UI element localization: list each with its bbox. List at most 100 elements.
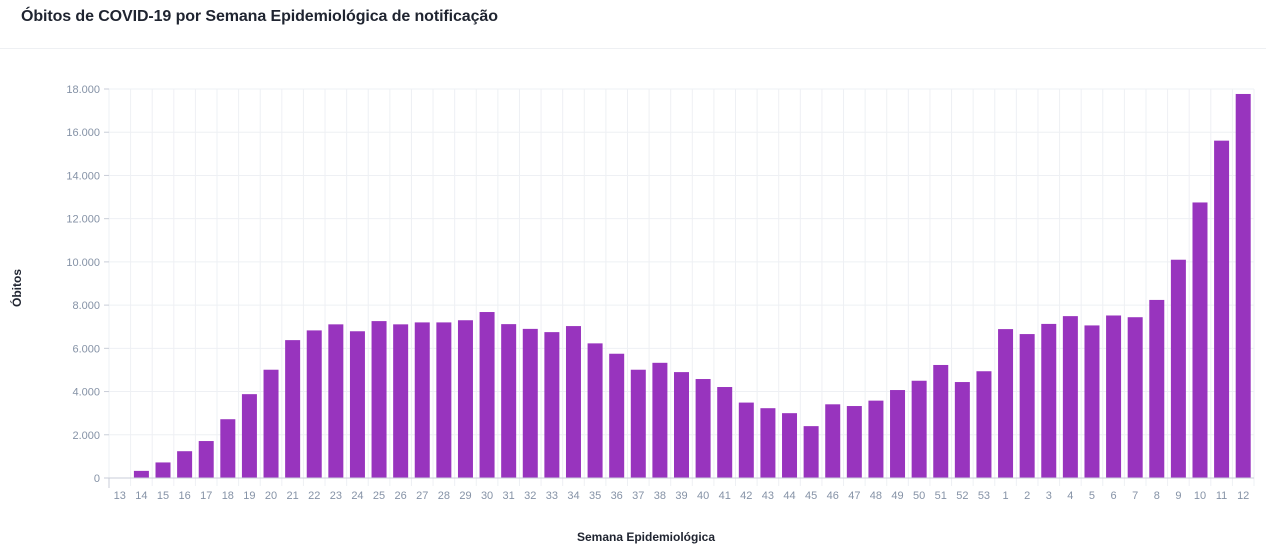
bar-week-42[interactable] bbox=[738, 402, 754, 478]
bar-week-51[interactable] bbox=[933, 364, 949, 478]
x-tick-label: 31 bbox=[503, 490, 515, 502]
bar-week-34[interactable] bbox=[565, 326, 581, 478]
bar-week-24[interactable] bbox=[349, 331, 365, 478]
bar-week-53[interactable] bbox=[976, 371, 992, 478]
bar-week-44[interactable] bbox=[782, 413, 798, 478]
bar-week-10-next-year[interactable] bbox=[1192, 202, 1208, 479]
x-tick-label: 10 bbox=[1194, 490, 1206, 502]
x-tick-label: 43 bbox=[762, 490, 774, 502]
x-tick-label: 3 bbox=[1046, 490, 1052, 502]
x-tick-label: 15 bbox=[157, 490, 169, 502]
bar-week-4-next-year[interactable] bbox=[1062, 316, 1078, 478]
bar-week-1-next-year[interactable] bbox=[998, 329, 1014, 478]
bar-week-47[interactable] bbox=[846, 406, 862, 478]
x-tick-label: 47 bbox=[848, 490, 860, 502]
bar-week-29[interactable] bbox=[457, 320, 473, 478]
bar-week-41[interactable] bbox=[717, 387, 733, 478]
bar-week-46[interactable] bbox=[825, 404, 841, 478]
bar-week-37[interactable] bbox=[630, 369, 646, 478]
bar-week-25[interactable] bbox=[371, 321, 387, 478]
y-tick-label: 12.000 bbox=[66, 214, 100, 226]
bar-week-12-next-year[interactable] bbox=[1235, 93, 1251, 479]
x-tick-label: 48 bbox=[870, 490, 882, 502]
x-tick-label: 24 bbox=[351, 490, 363, 502]
bar-week-49[interactable] bbox=[890, 390, 906, 478]
bar-week-5-next-year[interactable] bbox=[1084, 325, 1100, 478]
x-tick-label: 46 bbox=[827, 490, 839, 502]
bar-week-14[interactable] bbox=[133, 470, 149, 478]
bar-week-45[interactable] bbox=[803, 426, 819, 478]
bar-week-19[interactable] bbox=[241, 394, 257, 478]
bar-week-28[interactable] bbox=[436, 322, 452, 478]
bar-week-50[interactable] bbox=[911, 380, 927, 478]
bar-week-23[interactable] bbox=[328, 324, 344, 478]
x-tick-label: 2 bbox=[1024, 490, 1030, 502]
bar-week-35[interactable] bbox=[587, 343, 603, 478]
bar-week-16[interactable] bbox=[177, 451, 193, 478]
y-tick-label: 2.000 bbox=[72, 430, 100, 442]
x-tick-label: 4 bbox=[1067, 490, 1073, 502]
y-axis: 0 2.000 4.000 6.000 8.000 10.000 12.000 14.000 1… bbox=[66, 84, 109, 485]
bar-week-31[interactable] bbox=[501, 324, 517, 478]
y-tick-label: 6.000 bbox=[72, 343, 100, 355]
y-tick-label: 18.000 bbox=[66, 84, 100, 96]
x-tick-label: 18 bbox=[222, 490, 234, 502]
bar-week-8-next-year[interactable] bbox=[1149, 299, 1165, 478]
bar-week-7-next-year[interactable] bbox=[1127, 317, 1143, 478]
x-tick-label: 22 bbox=[308, 490, 320, 502]
x-tick-label: 39 bbox=[675, 490, 687, 502]
bar-week-32[interactable] bbox=[522, 328, 538, 478]
x-tick-label: 53 bbox=[978, 490, 990, 502]
bar-week-26[interactable] bbox=[393, 324, 409, 478]
x-tick-label: 38 bbox=[654, 490, 666, 502]
x-tick-label: 33 bbox=[546, 490, 558, 502]
bar-week-38[interactable] bbox=[652, 362, 668, 478]
y-tick-label: 14.000 bbox=[66, 170, 100, 182]
y-tick-label: 10.000 bbox=[66, 257, 100, 269]
x-tick-label: 23 bbox=[330, 490, 342, 502]
bar-week-30[interactable] bbox=[479, 312, 495, 478]
bar-week-3-next-year[interactable] bbox=[1041, 323, 1057, 478]
bar-week-6-next-year[interactable] bbox=[1106, 315, 1122, 478]
bar-week-27[interactable] bbox=[414, 322, 430, 478]
x-tick-label: 32 bbox=[524, 490, 536, 502]
x-tick-label: 44 bbox=[783, 490, 795, 502]
bar-week-33[interactable] bbox=[544, 332, 560, 478]
grid-lines bbox=[108, 88, 1255, 478]
bar-week-39[interactable] bbox=[674, 372, 689, 478]
x-tick-label: 51 bbox=[935, 490, 947, 502]
bar-week-2-next-year[interactable] bbox=[1019, 334, 1035, 478]
x-tick-label: 27 bbox=[416, 490, 428, 502]
y-tick-label: 4.000 bbox=[72, 387, 100, 399]
bar-week-48[interactable] bbox=[868, 400, 884, 478]
bar-week-52[interactable] bbox=[954, 382, 970, 478]
y-tick-label: 8.000 bbox=[72, 300, 100, 312]
bar-week-9-next-year[interactable] bbox=[1170, 259, 1186, 478]
bar-week-40[interactable] bbox=[695, 379, 711, 478]
x-tick-label: 21 bbox=[287, 490, 299, 502]
x-tick-label: 28 bbox=[438, 490, 450, 502]
x-tick-label: 7 bbox=[1132, 490, 1138, 502]
bar-week-17[interactable] bbox=[198, 441, 214, 478]
bar-week-43[interactable] bbox=[760, 408, 776, 478]
x-tick-label: 26 bbox=[395, 490, 407, 502]
x-axis-title: Semana Epidemiológica bbox=[577, 530, 715, 544]
bar-week-22[interactable] bbox=[306, 330, 322, 478]
x-tick-label: 45 bbox=[805, 490, 817, 502]
bar-week-20[interactable] bbox=[263, 369, 279, 478]
bar-week-18[interactable] bbox=[220, 419, 236, 478]
x-axis: 13 14 15 16 17 18 19 20 21 22 23 24 25 26 27 28 29 30 31 32… bbox=[108, 477, 1255, 502]
bar-week-11-next-year[interactable] bbox=[1214, 140, 1230, 478]
bar-week-15[interactable] bbox=[155, 462, 171, 478]
x-tick-label: 11 bbox=[1216, 490, 1227, 502]
x-tick-label: 12 bbox=[1237, 490, 1249, 502]
y-tick-label: 0 bbox=[94, 473, 100, 485]
x-tick-label: 36 bbox=[611, 490, 623, 502]
bar-week-36[interactable] bbox=[609, 353, 625, 478]
bar-week-21[interactable] bbox=[285, 340, 301, 478]
x-tick-label: 25 bbox=[373, 490, 385, 502]
x-tick-label: 16 bbox=[178, 490, 190, 502]
x-tick-label: 6 bbox=[1111, 490, 1117, 502]
x-tick-label: 41 bbox=[719, 490, 731, 502]
x-tick-label: 34 bbox=[567, 490, 579, 502]
